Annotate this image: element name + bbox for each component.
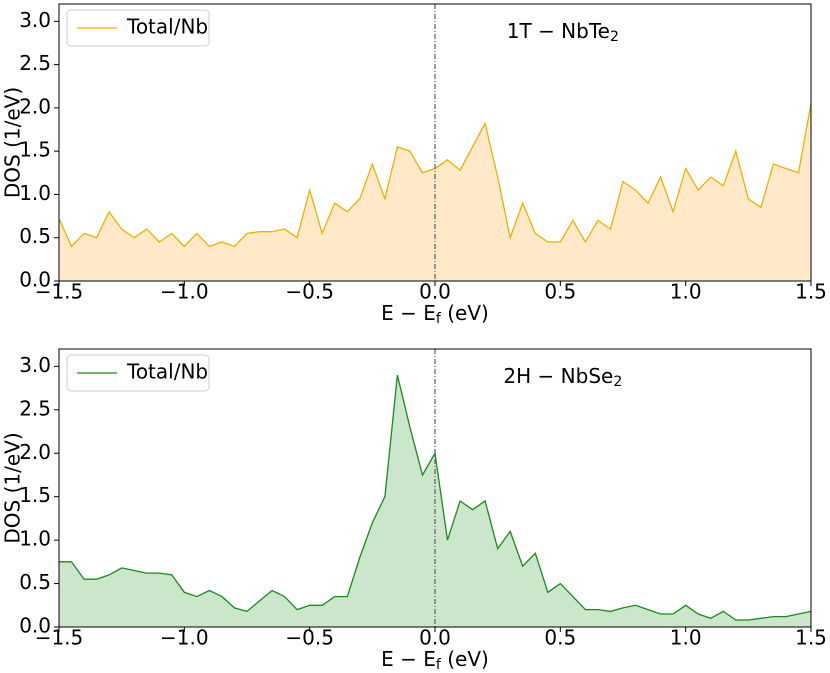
x-tick-label: 1.5 (795, 626, 827, 650)
x-tick-label: −0.5 (285, 280, 334, 304)
x-tick-label: −1.5 (35, 626, 84, 650)
annotation: 1T − NbTe2 (507, 19, 619, 46)
x-tick-label: −0.5 (285, 626, 334, 650)
x-tick-label: 0.0 (419, 626, 451, 650)
x-label-sub: f (436, 657, 442, 673)
y-tick-label: 0.5 (19, 570, 51, 594)
y-tick-label: 2.0 (19, 94, 51, 118)
annotation-main: 2H − NbSe (503, 364, 613, 388)
y-tick-label: 2.0 (19, 440, 51, 464)
annotation-sub: 2 (613, 374, 622, 390)
y-tick-label: 0.0 (19, 614, 51, 638)
x-label-tail: (eV) (441, 647, 489, 671)
x-label-main: E − E (381, 301, 436, 325)
x-axis-label: E − Ef (eV) (381, 647, 489, 673)
y-tick-label: 1.0 (19, 527, 51, 551)
y-tick-label: 0.0 (19, 268, 51, 292)
y-tick-label: 3.0 (19, 8, 51, 32)
x-label-tail: (eV) (441, 301, 489, 325)
x-tick-label: −1.5 (35, 280, 84, 304)
x-tick-label: 0.5 (544, 626, 576, 650)
y-tick-label: 1.5 (19, 483, 51, 507)
x-tick-label: 1.0 (670, 626, 702, 650)
annotation-sub: 2 (610, 29, 619, 45)
area (59, 103, 811, 281)
y-axis-label: DOS (1/eV) (1, 432, 25, 543)
x-tick-label: −1.0 (160, 626, 209, 650)
y-tick-label: 1.5 (19, 138, 51, 162)
y-tick-label: 2.5 (19, 51, 51, 75)
legend-label: Total/Nb (126, 15, 208, 39)
y-axis-label: DOS (1/eV) (1, 87, 25, 198)
y-tick-label: 3.0 (19, 353, 51, 377)
x-tick-label: 1.5 (795, 280, 827, 304)
y-tick-label: 2.5 (19, 396, 51, 420)
x-tick-label: 0.0 (419, 280, 451, 304)
x-tick-label: 0.5 (544, 280, 576, 304)
x-label-sub: f (436, 311, 442, 327)
x-tick-label: 1.0 (670, 280, 702, 304)
x-tick-label: −1.0 (160, 280, 209, 304)
y-tick-label: 0.5 (19, 224, 51, 248)
legend-box (66, 354, 210, 392)
x-axis-label: E − Ef (eV) (381, 301, 489, 328)
annotation: 2H − NbSe2 (503, 364, 622, 391)
annotation-main: 1T − NbTe (507, 19, 610, 43)
legend-label: Total/Nb (126, 360, 208, 384)
y-tick-label: 1.0 (19, 181, 51, 205)
x-label-main: E − E (381, 647, 436, 671)
legend-box (66, 9, 210, 47)
